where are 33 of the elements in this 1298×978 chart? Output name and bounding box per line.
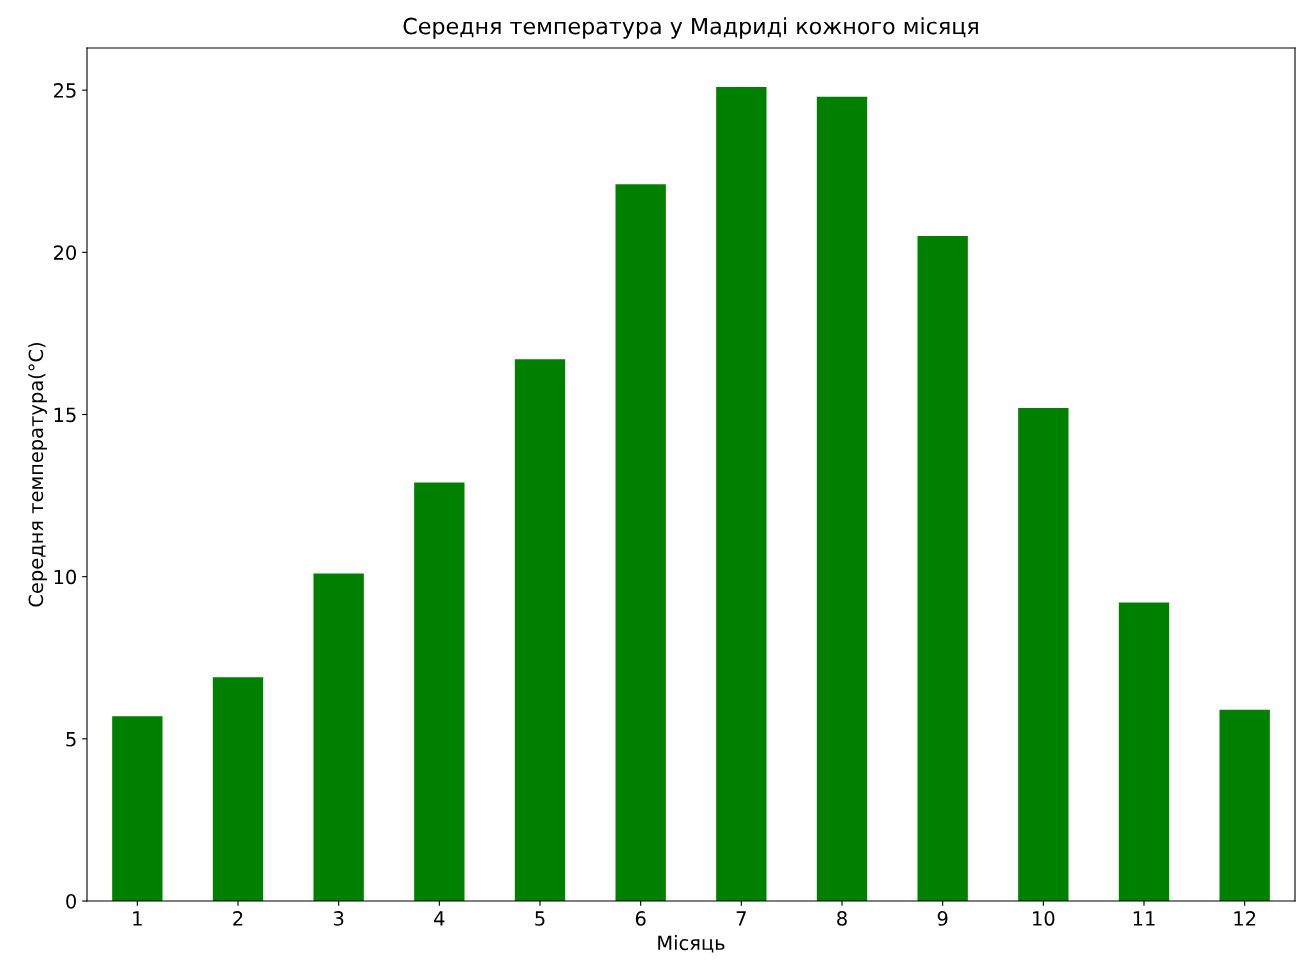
bar [212, 677, 264, 901]
x-tick-label: 11 [1133, 911, 1155, 926]
y-tick-label: 15 [54, 407, 76, 423]
x-tick-label: 1 [133, 911, 142, 926]
y-tick-label: 25 [53, 83, 76, 98]
x-axis-title: Місяць [658, 935, 725, 953]
x-tick-label: 5 [535, 911, 545, 926]
y-axis-title: Середня температура(°C) [28, 343, 47, 607]
x-tick-label: 4 [434, 911, 445, 926]
chart-title: Середня температура у Мадриді кожного місяця [403, 17, 978, 39]
bar [414, 482, 465, 901]
x-tick-label: 8 [837, 911, 847, 926]
y-tick-label: 5 [66, 732, 76, 747]
x-tick-label: 10 [1033, 911, 1055, 926]
y-tick-label: 0 [66, 893, 76, 909]
bar [816, 96, 868, 901]
y-tick-label: 10 [54, 569, 76, 585]
bar [1018, 408, 1069, 901]
x-tick-label: 9 [937, 911, 948, 926]
bar [514, 359, 566, 901]
x-tick-label: 7 [736, 911, 746, 926]
bar [917, 236, 968, 901]
bar [112, 716, 163, 901]
x-tick-label: 2 [233, 911, 243, 926]
bar [716, 86, 767, 901]
x-tick-label: 6 [635, 911, 646, 926]
bar [1118, 602, 1170, 901]
x-tick-label: 3 [333, 911, 344, 926]
y-tick-label: 20 [53, 245, 76, 260]
bar [313, 573, 364, 901]
bar [615, 184, 666, 901]
x-tick-label: 12 [1234, 911, 1256, 926]
bar [1219, 709, 1270, 901]
